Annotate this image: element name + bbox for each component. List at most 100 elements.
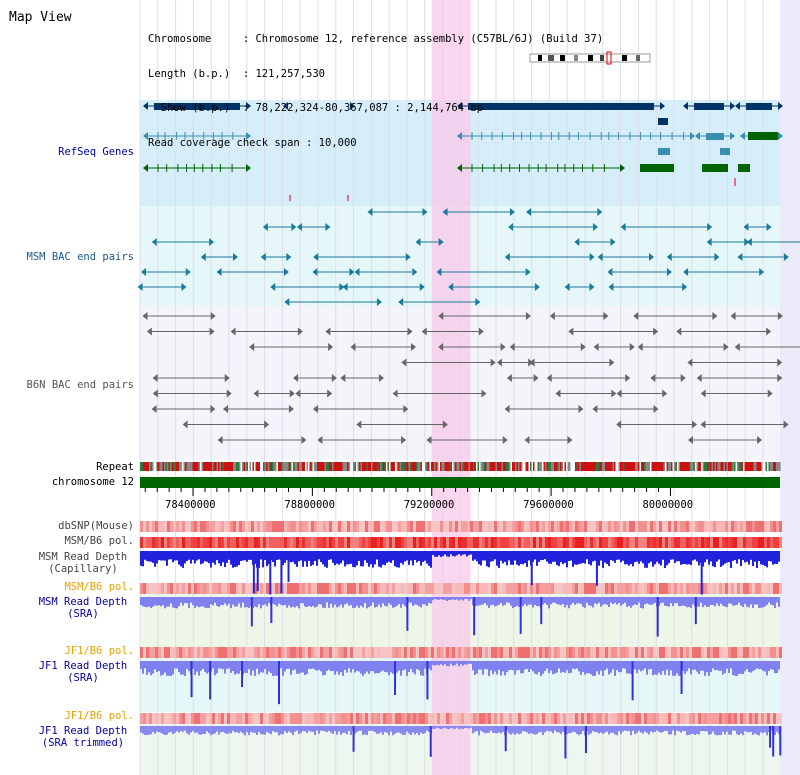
- jf1-b6-pol-strip: [707, 647, 710, 658]
- msm-b6-pol-strip: [614, 537, 617, 548]
- track-label-b6n-bac[interactable]: B6N BAC end pairs: [26, 379, 134, 391]
- dbsnp-strip: [680, 521, 683, 532]
- jf1-b6-pol2-strip: [674, 713, 677, 724]
- repeat-mark: [369, 462, 372, 471]
- track-label-msm-bac[interactable]: MSM BAC end pairs: [26, 251, 134, 263]
- msm-depth-capillary-bar: [468, 551, 470, 556]
- track-label-dbsnp[interactable]: dbSNP(Mouse): [58, 520, 134, 532]
- b6n-bac-pair-end: [650, 374, 656, 382]
- jf1-depth-sra-bar: [370, 661, 372, 672]
- track-label-msm-depth-capillary[interactable]: MSM Read Depth (Capillary): [38, 551, 128, 575]
- repeat-mark: [339, 462, 342, 471]
- jf1-depth-trimmed-bar: [422, 726, 424, 734]
- track-label-msm-depth-sra[interactable]: MSM Read Depth (SRA): [38, 596, 128, 620]
- dbsnp-strip: [422, 521, 425, 532]
- track-label-jf1-b6-pol-2[interactable]: JF1/B6 pol.: [64, 710, 134, 722]
- msm-b6-pol-strip: [656, 537, 659, 548]
- jf1-depth-trimmed-bar: [322, 726, 324, 731]
- msm-depth-sra-bar: [216, 597, 218, 606]
- b6n-bac-pair-end: [264, 420, 270, 429]
- msm-b6-pol-strip: [422, 537, 425, 548]
- dbsnp-strip: [683, 521, 686, 532]
- jf1-depth-sra-bar: [462, 661, 464, 666]
- dbsnp-strip: [467, 521, 470, 532]
- jf1-depth-sra-bar: [148, 661, 150, 673]
- dbsnp-strip: [335, 521, 338, 532]
- msm-depth-capillary-bar: [142, 551, 144, 567]
- msm-b6-pol-strip: [557, 537, 560, 548]
- msm-b6-pol2-strip: [545, 583, 548, 594]
- track-label-chromosome[interactable]: chromosome 12: [51, 476, 134, 488]
- msm-b6-pol2-strip: [284, 583, 287, 594]
- msm-depth-capillary-bar: [702, 551, 704, 567]
- repeat-mark: [168, 462, 171, 471]
- jf1-b6-pol2-strip: [419, 713, 422, 724]
- msm-depth-capillary-bar: [338, 551, 340, 565]
- msm-depth-capillary-bar: [224, 551, 226, 568]
- jf1-depth-sra-bar: [224, 661, 226, 674]
- jf1-b6-pol2-strip: [470, 713, 473, 724]
- track-label-refseq[interactable]: RefSeq Genes: [58, 146, 134, 158]
- msm-depth-sra-bar: [140, 597, 142, 605]
- jf1-depth-trimmed-bar: [244, 726, 246, 736]
- jf1-depth-trimmed-bar: [488, 726, 490, 733]
- msm-depth-sra-bar: [428, 597, 430, 603]
- jf1-b6-pol2-strip: [161, 713, 164, 724]
- dbsnp-strip: [272, 521, 275, 532]
- track-label-jf1-depth-trimmed[interactable]: JF1 Read Depth (SRA trimmed): [38, 725, 128, 749]
- track-label-jf1-b6-pol-1[interactable]: JF1/B6 pol.: [64, 645, 134, 657]
- jf1-depth-trimmed-bar: [542, 726, 544, 736]
- repeat-mark: [738, 462, 741, 471]
- msm-depth-sra-bar: [716, 597, 718, 604]
- dbsnp-strip: [464, 521, 467, 532]
- jf1-depth-sra-bar: [722, 661, 724, 675]
- msm-b6-pol-strip: [755, 537, 758, 548]
- dbsnp-strip: [374, 521, 377, 532]
- jf1-b6-pol-strip: [455, 647, 458, 658]
- repeat-mark: [255, 462, 258, 471]
- b6n-bac-pair-end: [633, 312, 639, 320]
- msm-b6-pol2-strip: [494, 583, 497, 594]
- msm-b6-pol-strip: [317, 537, 320, 548]
- jf1-depth-sra-bar: [222, 661, 224, 670]
- repeat-mark: [587, 462, 589, 471]
- jf1-depth-sra-bar: [718, 661, 720, 671]
- msm-depth-sra-bar: [678, 597, 680, 607]
- track-label-msm-b6-pol-2[interactable]: MSM/B6 pol.: [64, 581, 134, 593]
- jf1-b6-pol-strip: [614, 647, 617, 658]
- repeat-mark: [722, 462, 724, 471]
- repeat-mark: [779, 462, 781, 471]
- jf1-b6-pol2-strip: [704, 713, 707, 724]
- jf1-b6-pol2-strip: [176, 713, 179, 724]
- msm-depth-sra-bar: [720, 597, 722, 604]
- msm-depth-capillary-bar: [216, 551, 218, 561]
- msm-bac-pair-end: [232, 253, 238, 261]
- msm-depth-capillary-bar: [754, 551, 756, 562]
- jf1-depth-trimmed-bar: [556, 726, 558, 733]
- jf1-b6-pol-strip: [725, 647, 728, 658]
- jf1-b6-pol2-strip: [371, 713, 374, 724]
- jf1-b6-pol2-strip: [527, 713, 530, 724]
- jf1-depth-sra-bar: [608, 661, 610, 675]
- msm-b6-pol2-strip: [638, 583, 641, 594]
- msm-depth-capillary-bar: [206, 551, 208, 562]
- repeat-mark: [333, 462, 336, 471]
- jf1-b6-pol2-strip: [467, 713, 470, 724]
- msm-depth-capillary-bar: [612, 551, 614, 561]
- jf1-b6-pol-strip: [155, 647, 158, 658]
- msm-depth-capillary-bar: [510, 551, 512, 565]
- jf1-depth-trimmed-bar: [328, 726, 330, 731]
- track-label-repeat[interactable]: Repeat: [96, 461, 134, 473]
- repeat-mark: [602, 462, 604, 471]
- msm-b6-pol-strip: [314, 537, 317, 548]
- axis-tick-label: 78800000: [284, 499, 335, 511]
- msm-depth-sra-bar: [438, 597, 440, 600]
- msm-depth-sra-bar: [142, 597, 144, 607]
- repeat-mark: [635, 462, 637, 471]
- track-label-jf1-depth-sra[interactable]: JF1 Read Depth (SRA): [38, 660, 128, 684]
- repeat-mark: [468, 462, 471, 471]
- track-label-msm-b6-pol-1[interactable]: MSM/B6 pol.: [64, 535, 134, 547]
- msm-b6-pol2-strip: [623, 583, 626, 594]
- msm-bac-pair-end: [744, 238, 750, 246]
- msm-depth-sra-bar: [660, 597, 662, 604]
